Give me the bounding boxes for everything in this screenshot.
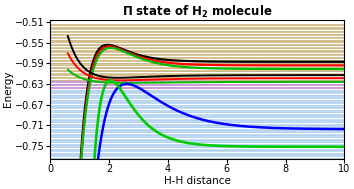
Y-axis label: Energy: Energy (4, 71, 13, 107)
X-axis label: H-H distance: H-H distance (164, 176, 231, 186)
Title: $\mathbf{\Pi}$ state of H$_\mathbf{2}$ molecule: $\mathbf{\Pi}$ state of H$_\mathbf{2}$ m… (122, 3, 273, 20)
